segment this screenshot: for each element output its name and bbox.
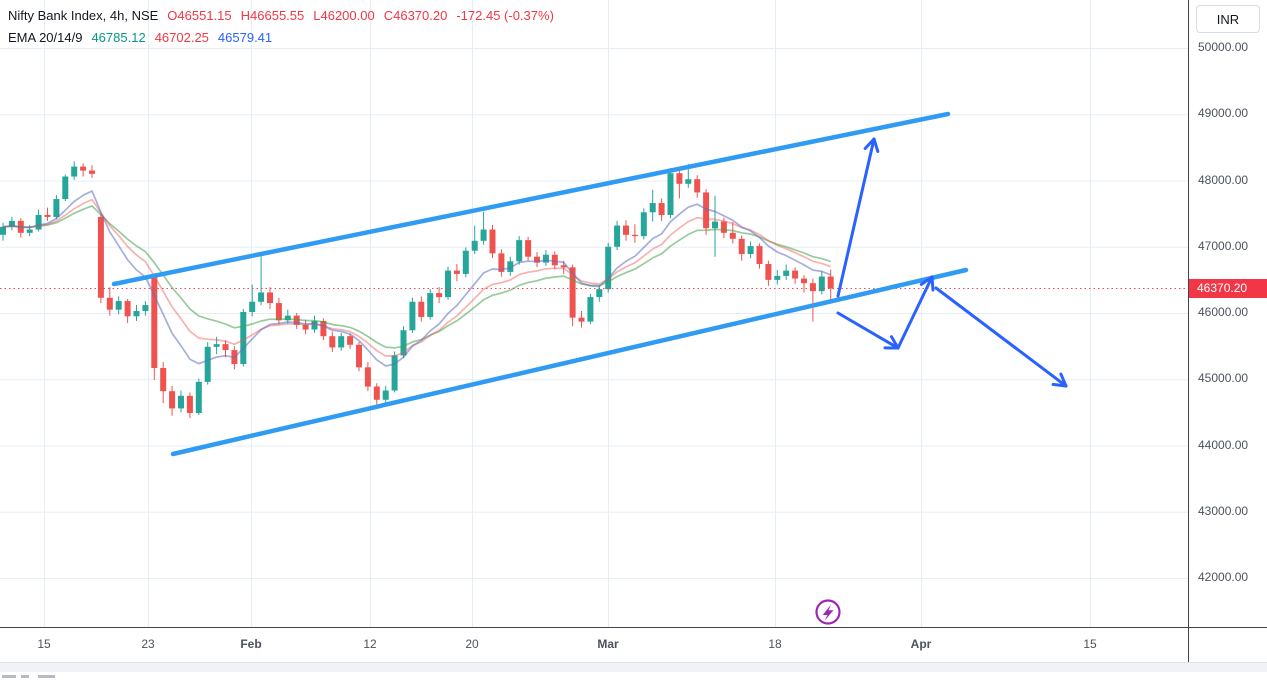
ohlc-low: L46200.00 [313,8,375,23]
toolbar-remnant [2,675,16,678]
time-axis-label: 20 [465,637,479,651]
currency-label: INR [1216,11,1240,27]
time-axis-bottom-border [0,662,1267,663]
price-axis[interactable]: 50000.00 49000.00 48000.00 47000.00 46000.00… [1189,0,1267,662]
ohlc-close: C46370.20 [383,8,448,23]
time-axis-border [0,627,1267,628]
price-axis-label: 46000.00 [1198,305,1249,319]
time-axis-label: 15 [37,637,51,651]
indicator-row: EMA 20/14/9 46785.12 46702.25 46579.41 [8,28,554,48]
price-axis-label: 43000.00 [1198,503,1249,518]
time-axis-label: 12 [363,637,377,651]
ema20-value: 46785.12 [91,30,146,45]
symbol-row: Nifty Bank Index, 4h, NSE O46551.15 H466… [8,6,554,26]
toolbar-remnant [38,675,55,678]
price-axis-label: 49000.00 [1198,106,1249,121]
trend-channel [111,111,969,457]
time-axis-label: Feb [240,637,262,651]
price-axis-label: 48000.00 [1198,172,1249,187]
price-axis-label: 47000.00 [1198,238,1249,253]
time-axis[interactable]: 15 23 Feb 12 20 Mar 18 Apr 15 [0,628,1188,662]
price-axis-label: 42000.00 [1198,570,1249,584]
symbol-title[interactable]: Nifty Bank Index, 4h, NSE [8,8,159,23]
price-axis-border [1188,0,1189,662]
ohlc-open: O46551.15 [167,8,232,23]
time-axis-label: 18 [768,637,782,651]
change-value: -172.45 (-0.37%) [456,8,554,23]
chart-legend: Nifty Bank Index, 4h, NSE O46551.15 H466… [8,6,554,48]
forecast-arrows [836,137,1068,388]
price-axis-label: 45000.00 [1198,371,1249,386]
time-axis-label: Apr [910,637,932,651]
ohlc-high: H46655.55 [240,8,305,23]
time-axis-label: 23 [141,637,155,651]
grid-lines [0,0,1188,627]
time-axis-label: 15 [1083,637,1097,651]
ema-indicator-label[interactable]: EMA 20/14/9 [8,30,83,45]
currency-button[interactable]: INR [1196,5,1260,33]
ema9-value: 46579.41 [217,30,273,45]
flash-icon[interactable] [814,598,842,626]
time-axis-label: Mar [597,637,619,651]
ema14-value: 46702.25 [154,30,209,45]
ema-lines [2,190,832,367]
price-chart-canvas[interactable] [0,0,1188,662]
bottom-toolbar-strip [0,663,1267,672]
current-price-tag: 46370.20 [1189,278,1267,298]
price-axis-label: 50000.00 [1198,40,1249,54]
price-axis-label: 44000.00 [1198,437,1249,452]
candles-group [0,161,834,419]
toolbar-remnant [21,675,29,678]
